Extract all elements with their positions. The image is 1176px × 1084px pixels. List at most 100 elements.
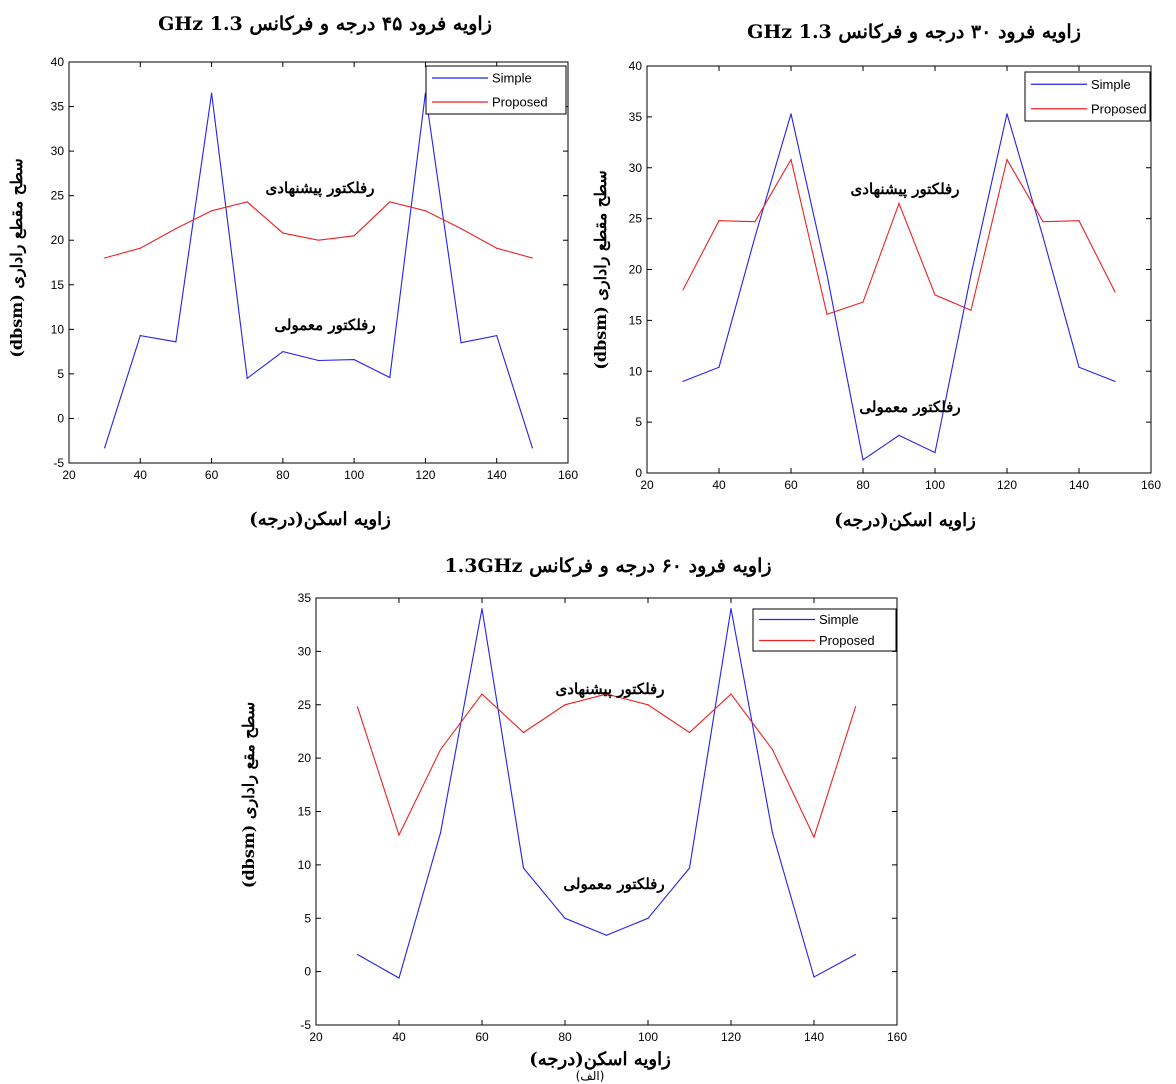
data-point-proposed [210,210,213,212]
y-tick-label: 10 [51,322,65,336]
y-tick-label: 15 [298,805,312,819]
data-point-proposed [688,731,691,734]
annotation-simple: رفلکتور معمولی [274,316,375,334]
data-point-proposed [564,704,566,706]
data-point-simple [439,832,442,834]
chart-2: زاویه فرود ۳۰ درجه و فرکانس 1.3 GHz 20 40 6… [591,21,1161,531]
y-tick-label: 30 [51,144,65,158]
data-point-proposed [460,228,462,230]
data-point-proposed [1042,221,1044,223]
x-tick-label: 140 [804,1030,824,1044]
y-axis-label: سطح مقطع راداری (dbsm) [7,158,27,357]
data-point-proposed [718,220,720,222]
data-point-proposed [813,836,815,838]
annotation-proposed: رفلکتور پیشنهادی [266,179,375,198]
annotation-proposed: رفلکتور پیشنهادی [556,680,665,699]
y-tick-label: 0 [304,965,311,979]
x-tick-label: 80 [856,478,870,492]
chart-title: زاویه فرود ۶۰ درجه و فرکانس 1.3GHz [444,555,771,577]
data-point-proposed [682,289,684,291]
legend-box [752,608,897,652]
data-point-simple [1078,366,1080,368]
data-point-simple [754,236,756,238]
y-tick-label: 25 [51,189,65,203]
data-point-simple [688,867,691,869]
data-point-simple [531,447,533,449]
data-point-proposed [531,257,533,259]
y-tick-label: 0 [57,411,64,425]
data-point-simple [1006,113,1008,115]
x-tick-label: 100 [638,1030,658,1044]
legend-label-simple: Simple [492,71,532,86]
data-point-simple [481,608,483,610]
legend-label-proposed: Proposed [492,95,548,110]
data-point-simple [898,434,900,436]
chart-title: زاویه فرود ۴۵ درجه و فرکانس 1.3 GHz [158,13,492,35]
y-tick-label: 20 [298,751,312,765]
data-point-simple [862,459,864,461]
x-tick-label: 20 [640,478,654,492]
y-tick-label: -5 [53,456,64,470]
x-tick-label: 120 [997,478,1017,492]
data-point-simple [353,359,355,361]
data-point-proposed [1006,159,1008,161]
y-tick-label: 40 [629,59,643,73]
x-tick-label: 60 [205,468,219,482]
data-point-simple [790,113,792,115]
data-point-simple [246,377,248,379]
y-tick-label: 35 [629,110,643,124]
y-tick-label: 20 [629,263,643,277]
data-point-proposed [175,228,177,230]
x-tick-label: 60 [475,1030,489,1044]
data-point-proposed [496,247,498,249]
data-point-proposed [862,301,864,303]
data-point-proposed [790,159,792,161]
x-tick-label: 40 [134,468,148,482]
data-point-simple [771,832,774,834]
x-tick-label: 120 [721,1030,741,1044]
annotation-simple: رفلکتور معمولی [563,875,664,893]
y-tick-label: 15 [629,313,643,327]
y-tick-label: 40 [51,55,65,69]
figure-caption: (الف) [576,1069,605,1083]
x-tick-label: 80 [558,1030,572,1044]
y-tick-label: 35 [298,591,312,605]
plot-area [68,61,569,464]
legend-label-proposed: Proposed [819,633,875,648]
plot-area [315,597,898,1026]
data-point-simple [460,342,462,344]
data-point-simple [317,359,320,362]
y-tick-label: 10 [629,364,643,378]
x-tick-label: 120 [415,468,435,482]
legend-label-simple: Simple [1091,77,1131,92]
data-point-simple [522,867,525,869]
data-point-simple [175,341,177,343]
data-point-proposed [353,235,355,237]
y-tick-label: 35 [51,100,65,114]
x-tick-label: 80 [276,468,290,482]
y-tick-label: 25 [298,698,312,712]
annotation-proposed: رفلکتور پیشنهادی [851,180,960,199]
legend: Simple Proposed [1024,71,1151,122]
data-point-simple [730,608,732,610]
data-point-proposed [605,693,608,695]
data-point-proposed [389,201,391,203]
data-point-simple [934,452,936,454]
data-point-simple [356,953,359,956]
y-axis-label: سطح مقطع راداری (dbsm) [591,170,611,369]
x-tick-label: 40 [392,1030,406,1044]
data-point-proposed [970,309,972,311]
x-tick-label: 100 [344,468,364,482]
x-tick-label: 160 [887,1030,907,1044]
x-tick-label: 40 [712,478,726,492]
data-point-proposed [754,221,756,223]
data-point-proposed [898,202,900,204]
data-point-simple [104,447,106,449]
data-point-proposed [1078,220,1080,222]
data-point-simple [398,977,400,979]
data-point-simple [1042,236,1044,238]
data-point-simple [496,334,498,337]
x-tick-label: 160 [558,468,578,482]
y-tick-label: 5 [635,415,642,429]
x-axis-label: زاویه اسکن(درجه) [249,509,391,530]
